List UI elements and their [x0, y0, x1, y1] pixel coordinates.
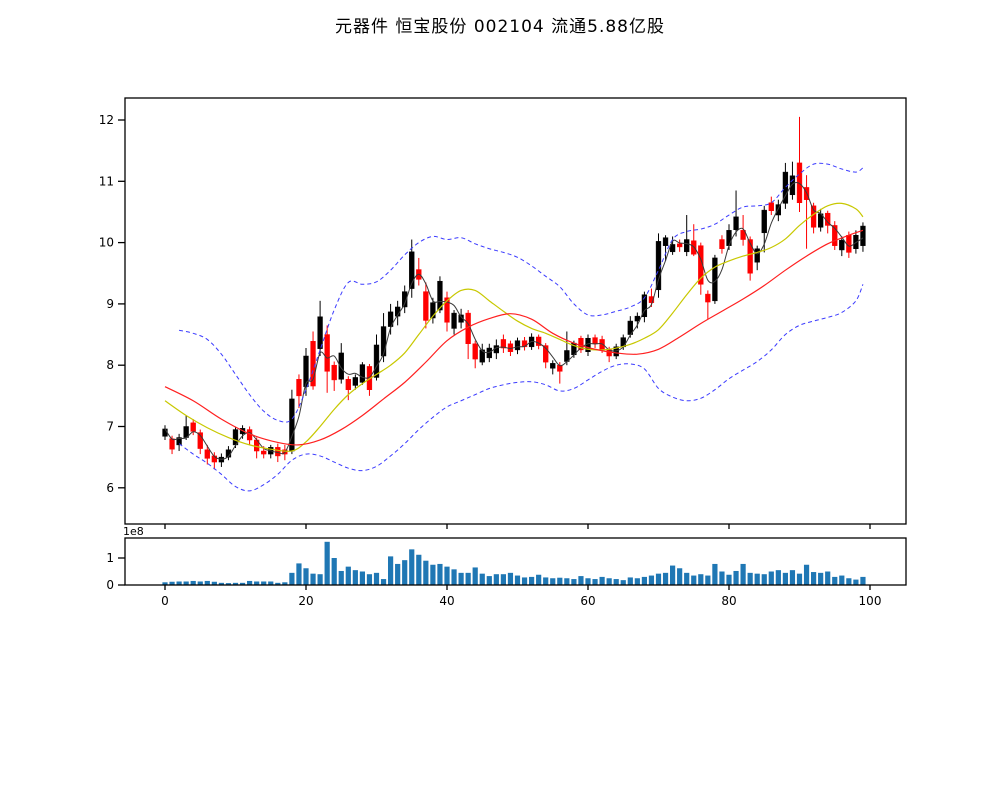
x-tick-label: 80: [721, 594, 736, 608]
volume-tick-label: 1: [106, 551, 114, 565]
axes-ticks: 6 7 8 9 10 11 12 0 20 40 60 80 100 0 1 1e8: [99, 113, 882, 608]
ma-slow-line: [164, 229, 864, 446]
price-tick-label: 12: [99, 113, 114, 127]
volume-pane-frame: [124, 537, 907, 586]
volume-tick-label: 0: [106, 578, 114, 592]
price-tick-label: 10: [99, 236, 114, 250]
volume-bars: [162, 541, 866, 585]
candle-bodies: [162, 162, 866, 463]
price-tick-label: 7: [106, 420, 114, 434]
x-tick-label: 60: [580, 594, 595, 608]
volume-scale-label: 1e8: [123, 525, 144, 538]
x-tick-label: 20: [298, 594, 313, 608]
x-tick-label: 40: [439, 594, 454, 608]
ma-mid-line: [164, 202, 864, 452]
price-tick-label: 9: [106, 297, 114, 311]
price-tick-label: 11: [99, 174, 114, 188]
x-tick-label: 100: [859, 594, 882, 608]
x-tick-label: 0: [161, 594, 169, 608]
lower-band-line: [178, 284, 864, 492]
price-pane-frame: [124, 97, 907, 525]
price-tick-label: 8: [106, 358, 114, 372]
price-tick-label: 6: [106, 481, 114, 495]
ma-fast-line: [164, 182, 864, 460]
chart-title: 元器件 恒宝股份 002104 流通5.88亿股: [335, 17, 665, 37]
upper-band-line: [178, 162, 864, 423]
